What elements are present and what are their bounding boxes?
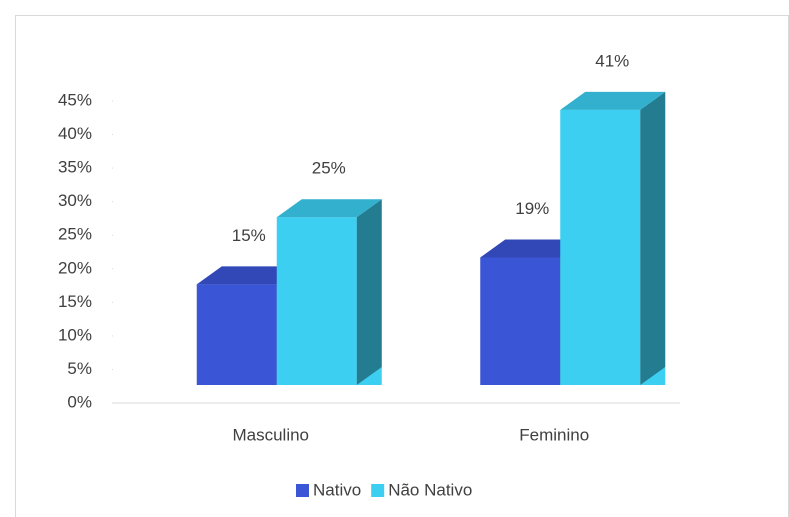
bar-top-shade (560, 91, 666, 110)
bar-top (480, 239, 586, 258)
data-label: 15% (232, 226, 266, 245)
y-tick-label: 25% (58, 225, 92, 244)
bar-front (196, 284, 277, 385)
bar-side (356, 199, 382, 385)
y-tick-label: 35% (58, 158, 92, 177)
bar-top (196, 266, 302, 285)
y-tick-label: 30% (58, 191, 92, 210)
legend-swatch (296, 484, 309, 497)
bar-side-shade (356, 199, 382, 385)
y-tick-label: 0% (67, 392, 92, 411)
bar-front (560, 109, 641, 385)
legend-label: Não Nativo (388, 480, 472, 499)
y-tick-label: 45% (58, 90, 92, 109)
y-tick-label: 20% (58, 258, 92, 277)
legend-swatch (371, 484, 385, 497)
data-label: 25% (312, 159, 346, 178)
y-tick-label: 5% (67, 359, 92, 378)
legend-label: Nativo (313, 480, 361, 499)
y-tick-label: 10% (58, 325, 92, 344)
bar-front (276, 217, 357, 385)
x-tick-label: Feminino (519, 425, 589, 444)
y-tick-label: 15% (58, 292, 92, 311)
bar-top-shade (276, 199, 382, 218)
data-label: 19% (515, 199, 549, 218)
bar-side (640, 91, 666, 385)
x-tick-label: Masculino (232, 425, 309, 444)
bar-top-shade (480, 239, 586, 258)
bar-front (480, 257, 561, 385)
y-tick-label: 40% (58, 124, 92, 143)
bar-top (560, 91, 666, 110)
data-label: 41% (595, 51, 629, 70)
chart-border (15, 15, 789, 517)
bar-top-shade (196, 266, 302, 285)
bar-side-shade (640, 91, 666, 385)
bar-top (276, 199, 382, 218)
